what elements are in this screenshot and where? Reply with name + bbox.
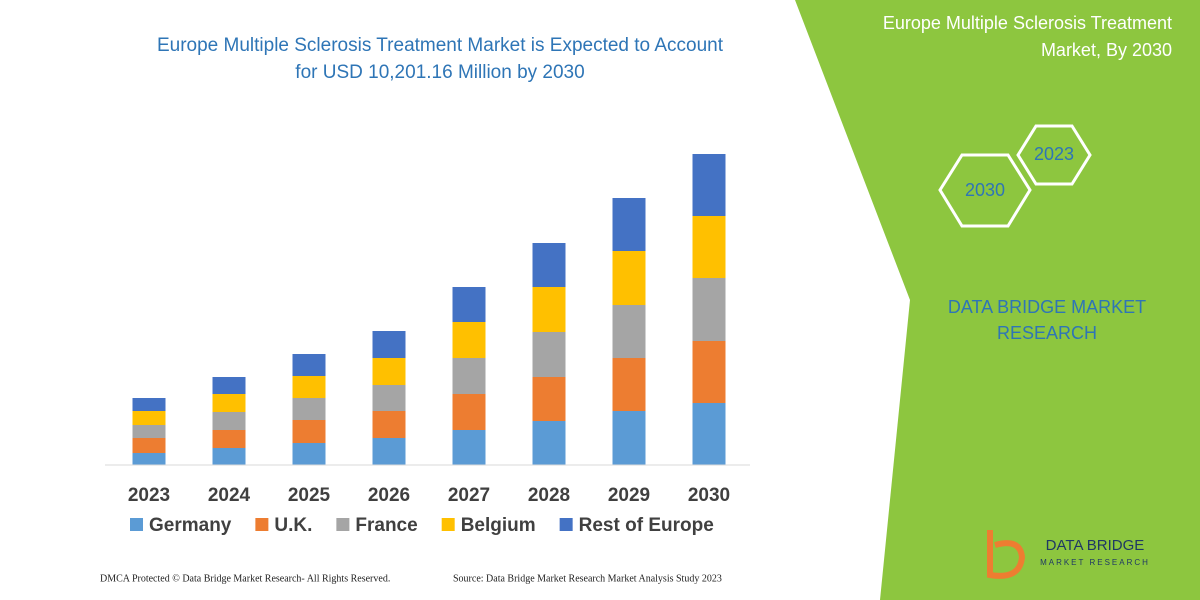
bar-segment: [292, 443, 326, 465]
x-tick-label: 2024: [208, 485, 251, 506]
x-tick-label: 2028: [528, 485, 570, 506]
chart: 2023 2024 2025 2026 2027 2028 2029 2030 Germany U…: [105, 154, 750, 536]
bar-segment: [132, 453, 166, 465]
bar-segment: [532, 332, 566, 377]
bar-segment: [292, 354, 326, 376]
x-tick-label: 2029: [608, 485, 650, 506]
legend-swatch: [559, 518, 573, 531]
x-tick-label: 2026: [368, 485, 410, 506]
bar-segment: [612, 251, 646, 305]
bar-segment: [212, 448, 246, 465]
hexagon-label: 2030: [965, 180, 1005, 200]
bar-segment: [132, 438, 166, 453]
bar-segment: [292, 376, 326, 398]
bar-segment: [132, 411, 166, 425]
bar-segment: [612, 198, 646, 251]
bar-segment: [452, 430, 486, 465]
bar-segment: [212, 394, 246, 412]
bar-segment: [212, 430, 246, 448]
bar-segment: [212, 412, 246, 430]
logo-icon: [987, 530, 1026, 579]
legend-label: U.K.: [274, 515, 312, 536]
bar-segment: [532, 243, 566, 287]
bar-segment: [372, 358, 406, 385]
legend-swatch: [336, 518, 350, 531]
hexagon-label: 2023: [1034, 144, 1074, 164]
bar-segment: [132, 425, 166, 438]
brand-text: RESEARCH: [997, 323, 1097, 343]
bar-segment: [612, 411, 646, 465]
bar-segment: [692, 341, 726, 403]
legend-label: France: [355, 515, 417, 536]
chart-title: for USD 10,201.16 Million by 2030: [295, 62, 584, 83]
x-tick-label: 2023: [128, 485, 170, 506]
legend-label: Belgium: [461, 515, 536, 536]
legend-swatch: [255, 518, 269, 531]
green-panel: [795, 0, 1200, 600]
footer-left: DMCA Protected © Data Bridge Market Rese…: [100, 573, 390, 584]
legend-swatch: [441, 518, 455, 531]
x-tick-label: 2030: [688, 485, 730, 506]
bar-segment: [452, 287, 486, 322]
bar-segment: [372, 385, 406, 411]
chart-title: Europe Multiple Sclerosis Treatment Mark…: [157, 35, 724, 56]
logo-tagline: MARKET RESEARCH: [1040, 558, 1150, 567]
legend-swatch: [130, 518, 143, 531]
bar-segment: [532, 377, 566, 421]
bar-segment: [292, 420, 326, 443]
legend-label: Rest of Europe: [579, 515, 714, 536]
bar-segment: [452, 358, 486, 394]
footer-right: Source: Data Bridge Market Research Mark…: [453, 573, 722, 584]
bar-segment: [372, 411, 406, 438]
bar-segment: [292, 398, 326, 420]
bar-segment: [532, 421, 566, 465]
bar-segment: [692, 403, 726, 465]
bar-segment: [692, 216, 726, 278]
legend-label: Germany: [149, 515, 232, 536]
bar-segment: [532, 287, 566, 332]
hexagon: [1016, 124, 1092, 186]
x-tick-label: 2027: [448, 485, 490, 506]
hexagon: [938, 153, 1032, 228]
bar-segment: [372, 331, 406, 358]
panel-title: Europe Multiple Sclerosis Treatment: [883, 13, 1172, 33]
logo-name: DATA BRIDGE: [1046, 537, 1145, 554]
panel-title: Market, By 2030: [1041, 40, 1172, 60]
bar-segment: [692, 154, 726, 216]
bar-segment: [612, 358, 646, 411]
bar-segment: [132, 398, 166, 411]
bar-segment: [692, 278, 726, 341]
bar-segment: [212, 377, 246, 394]
x-tick-label: 2025: [288, 485, 331, 506]
brand-text: DATA BRIDGE MARKET: [948, 297, 1146, 317]
bar-segment: [452, 394, 486, 430]
bar-segment: [452, 322, 486, 358]
bar-segment: [372, 438, 406, 465]
bar-segment: [612, 305, 646, 358]
